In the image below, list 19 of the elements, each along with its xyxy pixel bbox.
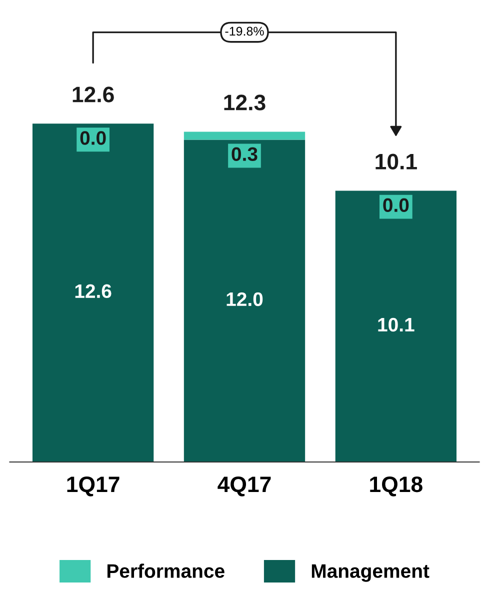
legend-label: Management: [312, 564, 430, 582]
data-label: 0.3: [232, 147, 258, 162]
total-label: 12.6: [72, 86, 114, 102]
x-tick-label: 1Q18: [370, 476, 422, 496]
bar: [335, 190, 457, 462]
data-label: 10.1: [378, 318, 414, 332]
legend-label: Performance: [107, 564, 224, 578]
x-tick-label: 4Q17: [218, 476, 271, 496]
total-label: 10.1: [376, 154, 417, 170]
text: -19.8%: [225, 26, 264, 36]
data-label: 0.0: [383, 198, 409, 212]
bar: [184, 140, 306, 462]
total-label: 12.3: [224, 94, 266, 110]
bar: [184, 132, 306, 140]
data-label: 0.0: [80, 131, 106, 145]
data-label: 12.0: [226, 292, 263, 306]
x-tick-label: 1Q17: [67, 476, 120, 496]
data-label: 12.6: [75, 284, 112, 298]
bar: [32, 124, 154, 462]
